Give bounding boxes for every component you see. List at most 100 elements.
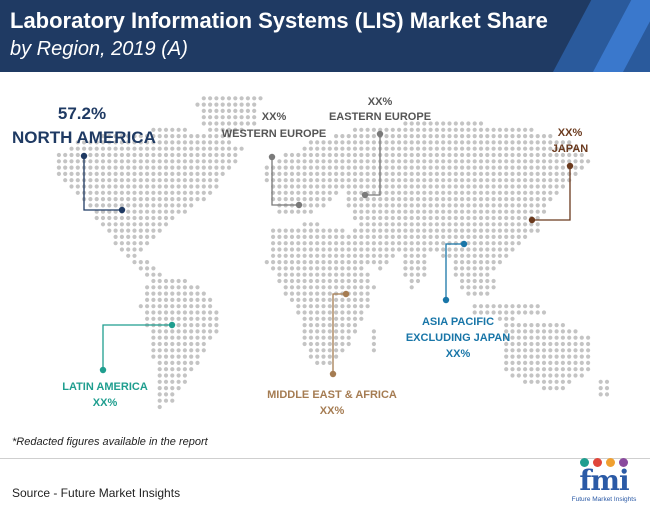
map-dot [182,304,187,309]
map-dot [283,272,288,277]
map-dot [315,323,320,328]
map-dot [63,152,68,158]
map-dot [327,335,332,340]
map-dot [195,316,200,321]
map-dot [163,341,169,347]
map-dot [321,178,326,183]
map-dot [510,190,515,195]
map-dot [315,329,320,334]
map-dot [327,228,332,233]
map-dot [453,272,458,277]
map-dot [365,159,370,164]
map-dot [170,379,175,384]
map-dot [460,209,465,214]
map-dot [63,171,68,176]
map-dot [220,159,225,164]
map-dot [145,285,150,290]
map-dot [472,272,477,277]
map-dot [447,222,452,227]
map-dot [541,171,547,176]
map-dot [472,291,477,296]
map-dot [327,278,332,284]
map-dot [371,152,376,158]
map-dot [315,310,320,315]
map-dot [176,335,181,340]
map-dot [510,310,515,315]
map-dot [554,323,559,328]
map-dot [497,215,502,221]
map-dot [554,335,559,340]
map-dot [441,146,446,151]
map-dot [176,386,181,391]
map-dot [214,121,219,126]
map-dot [428,222,433,227]
map-dot [403,152,408,158]
map-dot [245,115,250,120]
map-dot [485,146,490,151]
map-dot [283,253,288,258]
map-dot [447,171,452,176]
map-dot [145,171,150,176]
map-dot [604,386,610,391]
map-dot [151,171,156,176]
map-dot [170,134,175,139]
map-dot [453,127,458,132]
map-dot [289,285,295,290]
map-dot [346,171,351,176]
map-dot [302,178,307,183]
map-dot [195,360,200,365]
map-dot [283,260,288,265]
map-dot [535,197,540,202]
map-dot [346,260,351,265]
map-dot [428,165,433,170]
map-dot [497,260,502,265]
map-dot [315,146,320,151]
map-dot [308,285,313,290]
map-dot [409,165,414,170]
map-dot [289,241,295,246]
map-dot [113,228,118,233]
map-dot [346,184,351,189]
map-dot [163,159,169,164]
map-dot [302,266,307,271]
map-dot [371,241,376,246]
map-dot [535,373,540,378]
map-dot [560,360,566,365]
map-dot [170,178,175,183]
map-dot [491,152,496,158]
map-dot [308,247,313,252]
map-dot [466,247,471,252]
map-dot [170,310,175,315]
map-dot [334,260,339,265]
map-dot [472,247,477,252]
map-dot [397,178,402,183]
map-dot [371,228,376,233]
map-dot [415,234,421,239]
map-dot [346,253,351,258]
map-dot [409,266,414,271]
map-dot [100,190,106,195]
map-dot [220,140,225,145]
map-dot [334,171,339,176]
map-dot [170,209,175,214]
map-dot [176,165,181,170]
map-dot [453,165,458,170]
map-dot [352,127,358,132]
map-dot [434,203,439,208]
map-dot [352,159,358,164]
map-dot [264,171,269,176]
map-dot [422,171,427,176]
map-dot [535,348,540,353]
map-dot [491,190,496,195]
map-dot [466,121,471,126]
map-dot [195,190,200,195]
map-dot [157,222,162,227]
map-dot [170,184,175,189]
map-dot [504,203,509,208]
map-dot [472,197,477,202]
map-dot [302,247,307,252]
map-dot [189,316,194,321]
map-dot [170,171,175,176]
map-dot [523,228,528,233]
map-dot [441,190,446,195]
